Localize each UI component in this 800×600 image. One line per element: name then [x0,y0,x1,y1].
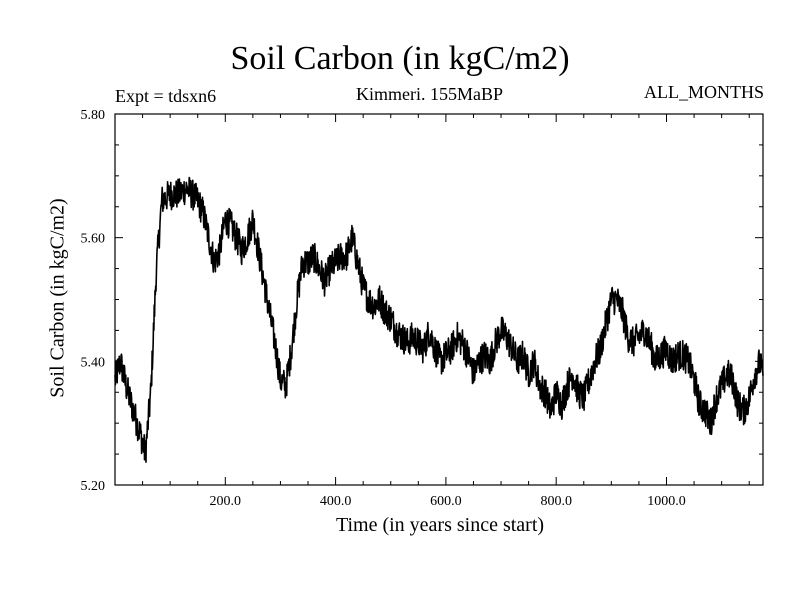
x-tick-label: 1000.0 [647,494,686,509]
series-line [114,176,764,463]
y-tick-label: 5.40 [81,355,106,370]
x-axis-label: Time (in years since start) [335,514,545,536]
chart-title: Soil Carbon (in kgC/m2) [230,40,570,77]
x-tick-label: 400.0 [320,494,352,509]
plot-frame [114,113,764,486]
y-tick-label: 5.60 [81,232,106,247]
x-tick-label: 600.0 [430,494,462,509]
months-label: ALL_MONTHS [644,82,764,102]
experiment-label: Expt = tdsxn6 [115,86,217,106]
x-tick-label: 800.0 [540,494,572,509]
y-tick-label: 5.80 [81,108,106,123]
x-tick-label: 200.0 [210,494,242,509]
y-tick-label: 5.20 [81,479,106,494]
period-label: Kimmeri. 155MaBP [356,84,503,104]
